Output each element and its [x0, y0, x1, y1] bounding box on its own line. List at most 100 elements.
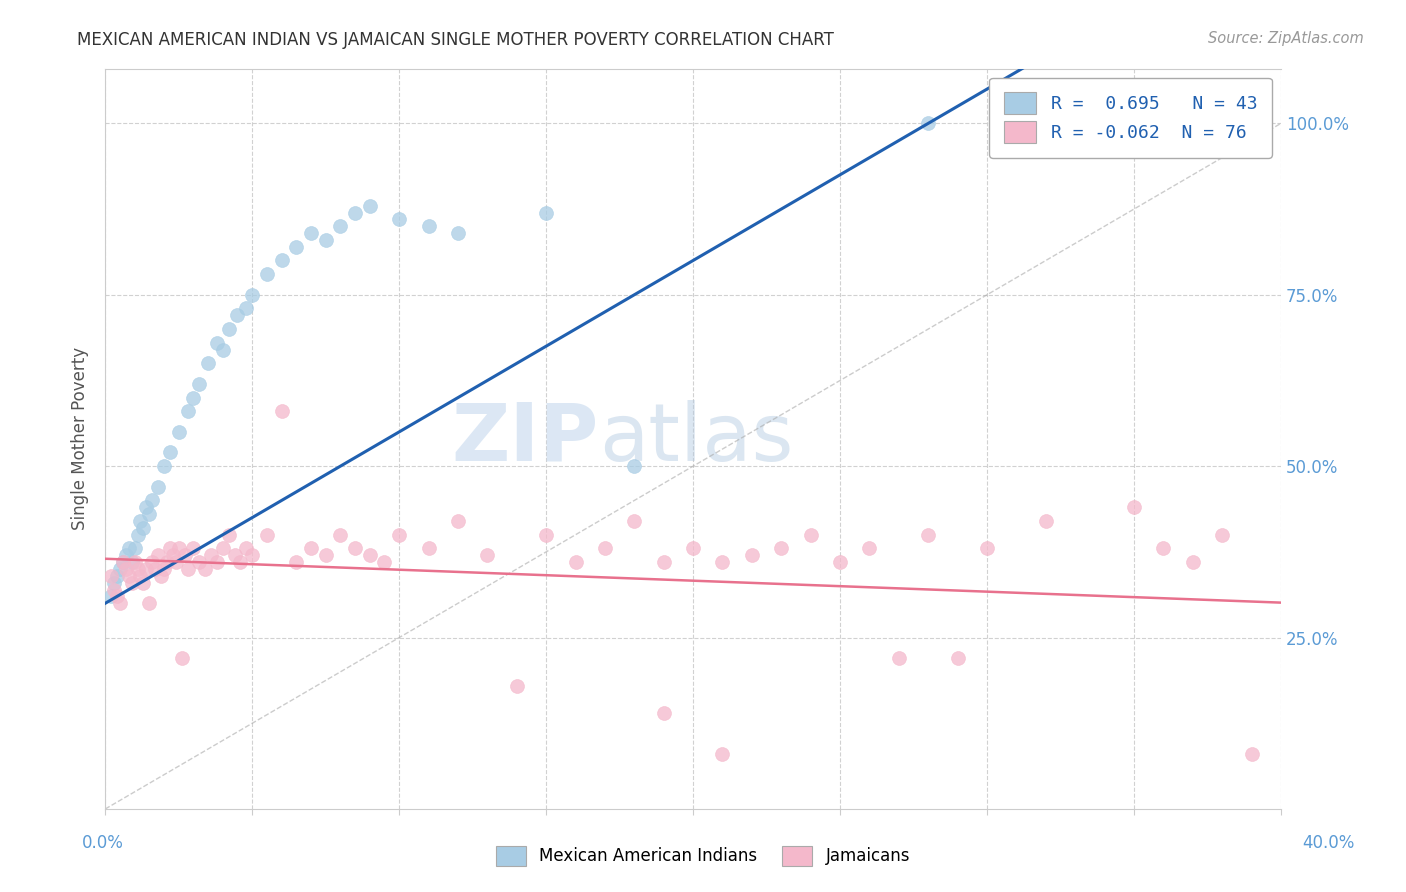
Point: [141, 555, 163, 569]
Point: [100, 569, 122, 583]
Point: [285, 555, 308, 569]
Point: [270, 404, 292, 418]
Point: [682, 541, 704, 556]
Point: [141, 493, 163, 508]
Point: [132, 575, 155, 590]
Point: [170, 651, 193, 665]
Point: [138, 507, 160, 521]
Point: [176, 404, 198, 418]
Point: [917, 116, 939, 130]
Point: [1152, 541, 1174, 556]
Point: [226, 309, 249, 323]
Point: [534, 205, 557, 219]
Point: [205, 555, 228, 569]
Point: [143, 562, 166, 576]
Point: [623, 459, 645, 474]
Point: [711, 747, 734, 761]
Point: [111, 555, 134, 569]
Point: [167, 541, 190, 556]
Point: [477, 549, 499, 563]
Point: [240, 287, 263, 301]
Point: [418, 219, 440, 234]
Point: [887, 651, 910, 665]
Point: [315, 549, 337, 563]
Point: [235, 541, 257, 556]
Point: [447, 226, 470, 240]
Point: [103, 582, 125, 597]
Text: MEXICAN AMERICAN INDIAN VS JAMAICAN SINGLE MOTHER POVERTY CORRELATION CHART: MEXICAN AMERICAN INDIAN VS JAMAICAN SING…: [77, 31, 834, 49]
Point: [108, 562, 131, 576]
Point: [652, 555, 675, 569]
Point: [127, 527, 149, 541]
Point: [299, 226, 322, 240]
Point: [114, 562, 136, 576]
Point: [1181, 555, 1204, 569]
Point: [165, 555, 187, 569]
Point: [194, 562, 217, 576]
Point: [534, 527, 557, 541]
Legend: R =  0.695   N = 43, R = -0.062  N = 76: R = 0.695 N = 43, R = -0.062 N = 76: [990, 78, 1272, 158]
Point: [224, 549, 246, 563]
Point: [200, 549, 222, 563]
Point: [946, 651, 969, 665]
Point: [114, 549, 136, 563]
Point: [564, 555, 586, 569]
Point: [256, 267, 278, 281]
Point: [917, 527, 939, 541]
Point: [118, 569, 141, 583]
Point: [800, 527, 823, 541]
Point: [623, 514, 645, 528]
Point: [256, 527, 278, 541]
Point: [153, 562, 176, 576]
Point: [183, 541, 205, 556]
Point: [146, 549, 169, 563]
Point: [150, 569, 173, 583]
Point: [105, 569, 128, 583]
Point: [146, 480, 169, 494]
Point: [129, 514, 152, 528]
Point: [211, 541, 233, 556]
Point: [218, 527, 240, 541]
Point: [1211, 527, 1233, 541]
Point: [1123, 500, 1146, 515]
Point: [118, 541, 141, 556]
Point: [159, 445, 181, 459]
Point: [105, 590, 128, 604]
Point: [976, 541, 998, 556]
Point: [100, 590, 122, 604]
Point: [315, 233, 337, 247]
Point: [1240, 747, 1263, 761]
Point: [235, 301, 257, 316]
Point: [1035, 514, 1057, 528]
Point: [373, 555, 395, 569]
Point: [167, 425, 190, 439]
Legend: Mexican American Indians, Jamaicans: Mexican American Indians, Jamaicans: [482, 832, 924, 880]
Point: [153, 459, 176, 474]
Point: [285, 240, 308, 254]
Point: [111, 555, 134, 569]
Point: [299, 541, 322, 556]
Point: [124, 555, 146, 569]
Point: [121, 555, 143, 569]
Point: [121, 575, 143, 590]
Text: Source: ZipAtlas.com: Source: ZipAtlas.com: [1208, 31, 1364, 46]
Point: [173, 549, 195, 563]
Point: [129, 569, 152, 583]
Point: [741, 549, 763, 563]
Point: [188, 376, 211, 391]
Point: [770, 541, 793, 556]
Point: [418, 541, 440, 556]
Point: [103, 575, 125, 590]
Point: [135, 562, 157, 576]
Point: [344, 205, 367, 219]
Point: [197, 356, 219, 370]
Point: [132, 521, 155, 535]
Point: [828, 555, 851, 569]
Point: [159, 541, 181, 556]
Point: [388, 527, 411, 541]
Point: [127, 562, 149, 576]
Point: [858, 541, 880, 556]
Point: [270, 253, 292, 268]
Point: [138, 596, 160, 610]
Point: [183, 391, 205, 405]
